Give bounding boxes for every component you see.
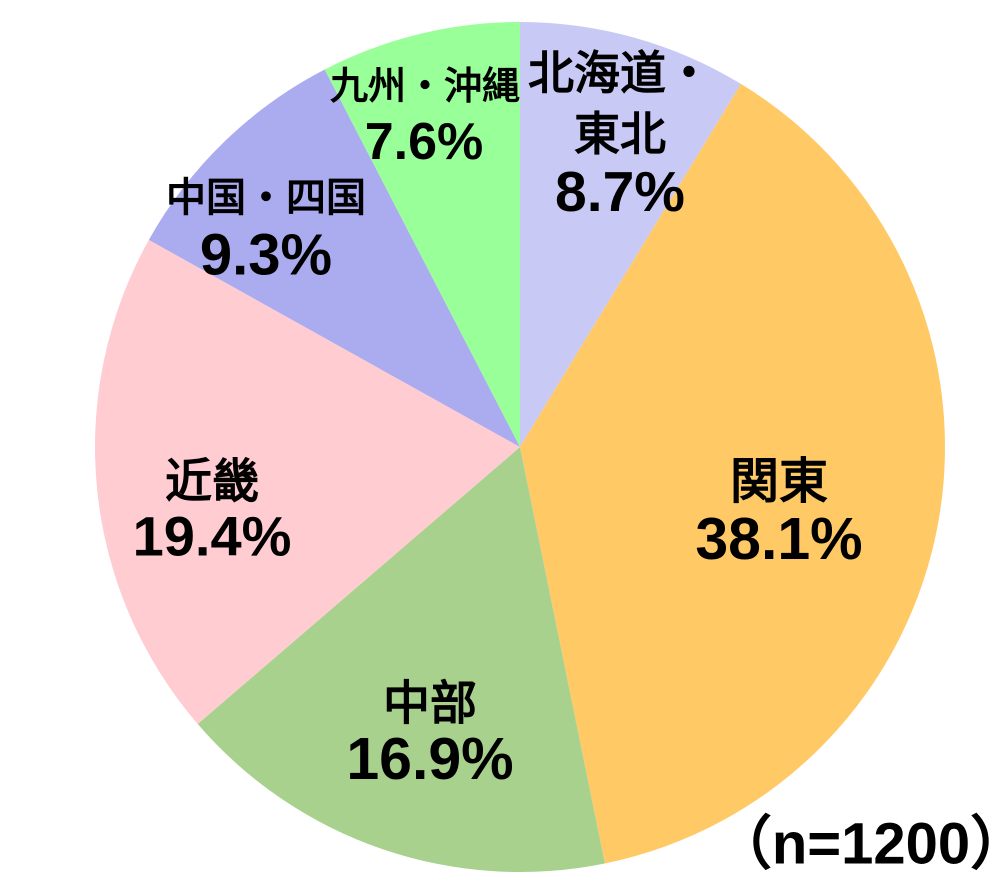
svg-text:7.6%: 7.6%: [365, 113, 484, 171]
svg-text:中部: 中部: [383, 677, 477, 730]
svg-text:東北: 東北: [574, 108, 666, 160]
svg-text:8.7%: 8.7%: [555, 160, 685, 224]
svg-text:19.4%: 19.4%: [133, 505, 292, 568]
svg-text:9.3%: 9.3%: [200, 223, 332, 288]
svg-text:38.1%: 38.1%: [695, 506, 862, 572]
svg-text:関東: 関東: [730, 455, 828, 509]
svg-text:北海道・: 北海道・: [528, 47, 712, 99]
svg-text:中国・四国: 中国・四国: [166, 176, 366, 220]
svg-text:16.9%: 16.9%: [346, 726, 513, 792]
svg-text:近畿: 近畿: [165, 455, 259, 508]
svg-text:九州・沖縄: 九州・沖縄: [330, 66, 520, 108]
svg-text:（n=1200）: （n=1200）: [714, 812, 1000, 877]
